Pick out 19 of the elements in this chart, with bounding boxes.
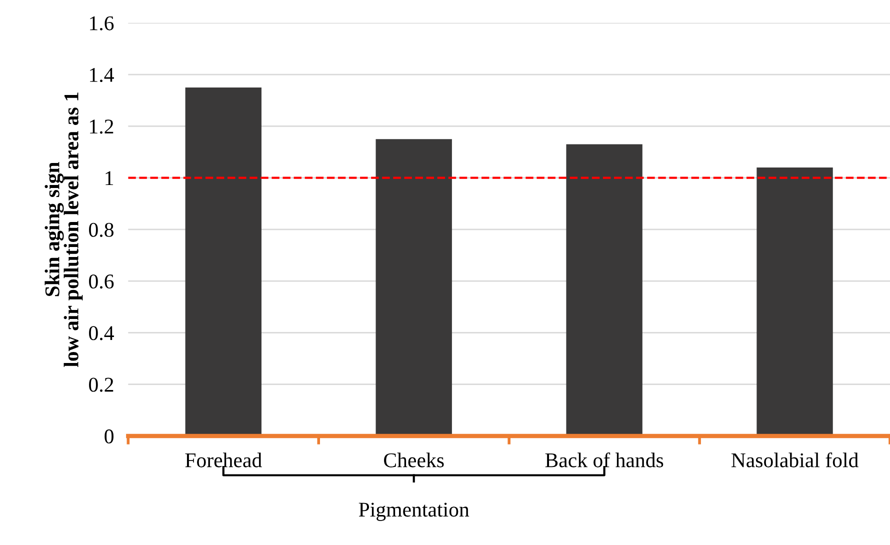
y-axis-title: Skin aging sign low air pollution level area as 1 — [44, 92, 83, 367]
y-tick-label: 0.4 — [89, 326, 114, 340]
bar — [756, 167, 833, 436]
y-tick-label: 0.8 — [89, 222, 114, 237]
text: Pigmentation — [358, 502, 470, 521]
bar — [376, 139, 452, 436]
bar — [566, 144, 642, 436]
y-tick-label: 1 — [106, 171, 114, 186]
x-tick-label: Back of hands — [545, 452, 664, 468]
x-tick-label: Forehead — [185, 452, 262, 468]
bar — [185, 87, 262, 436]
y-tick-label: 0.2 — [89, 378, 114, 392]
y-tick-label: 0 — [104, 429, 114, 444]
y-tick-label: 0.6 — [89, 274, 114, 289]
x-tick-label: Cheeks — [384, 452, 444, 468]
x-tick-label: Nasolabial fold — [731, 452, 858, 468]
y-tick-label: 1.2 — [90, 120, 114, 134]
y-tick-label: 1.4 — [90, 68, 114, 82]
y-tick-label: 1.6 — [90, 16, 114, 30]
